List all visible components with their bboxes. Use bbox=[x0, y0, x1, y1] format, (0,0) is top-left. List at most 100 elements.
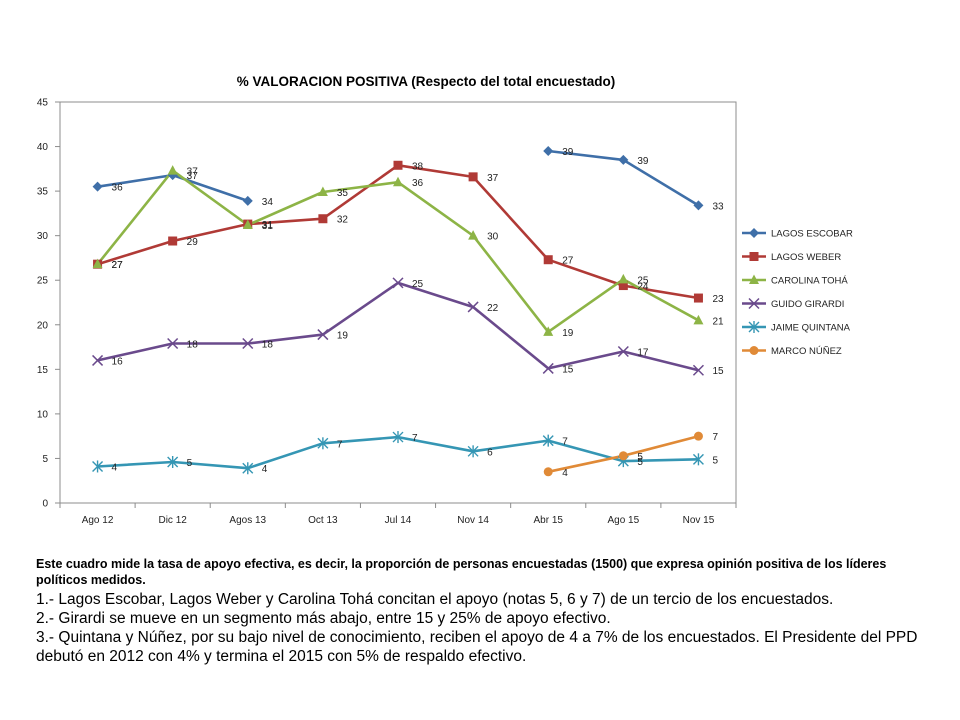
data-label-lagos-escobar: 39 bbox=[562, 147, 574, 158]
data-point-guido-girardi-stroke bbox=[317, 329, 329, 341]
legend-marker-marco-nunez bbox=[749, 346, 759, 355]
data-label-lagos-weber: 24 bbox=[637, 282, 649, 293]
data-label-lagos-weber: 23 bbox=[712, 294, 724, 305]
data-label-jaime-quintana: 6 bbox=[487, 447, 493, 458]
note-point-2: 2.- Girardi se mueve en un segmento más … bbox=[36, 610, 611, 627]
data-label-jaime-quintana: 4 bbox=[262, 464, 268, 475]
y-tick-label: 15 bbox=[37, 365, 49, 376]
data-label-jaime-quintana: 7 bbox=[412, 433, 418, 444]
data-point-carolina-toha bbox=[543, 326, 554, 336]
data-point-carolina-toha bbox=[693, 314, 704, 325]
data-point-guido-girardi bbox=[542, 362, 554, 374]
data-point-guido-girardi bbox=[617, 345, 629, 358]
data-label-lagos-escobar: 37 bbox=[187, 171, 199, 182]
x-tick-label: Nov 15 bbox=[683, 515, 715, 526]
data-point-lagos-escobar bbox=[543, 146, 554, 157]
data-label-lagos-weber: 37 bbox=[487, 173, 499, 184]
data-point-jaime-quintana bbox=[242, 462, 254, 475]
data-point-marco-nunez bbox=[618, 451, 628, 461]
notes-lead: Este cuadro mide la tasa de apoyo efecti… bbox=[36, 557, 887, 587]
plot-frame bbox=[59, 101, 737, 504]
data-label-guido-girardi: 16 bbox=[112, 356, 124, 367]
data-label-jaime-quintana: 7 bbox=[562, 437, 568, 448]
data-point-guido-girardi-stroke bbox=[242, 337, 254, 350]
data-point-carolina-toha bbox=[393, 176, 403, 187]
data-point-carolina-toha bbox=[618, 273, 629, 284]
data-label-guido-girardi: 19 bbox=[337, 331, 349, 342]
data-label-jaime-quintana: 5 bbox=[712, 455, 718, 466]
legend-label-jaime-quintana: JAIME QUINTANA bbox=[771, 323, 851, 334]
data-label-carolina-toha: 30 bbox=[487, 232, 499, 243]
data-point-guido-girardi bbox=[242, 337, 254, 350]
note-point-3: 3.- Quintana y Núñez, por su bajo nivel … bbox=[36, 629, 918, 665]
series-line-carolina-toha bbox=[96, 169, 700, 334]
data-label-carolina-toha: 21 bbox=[712, 316, 724, 327]
data-point-lagos-weber bbox=[168, 236, 178, 246]
data-point-guido-girardi-stroke bbox=[467, 301, 479, 313]
line-chart: % VALORACION POSITIVA (Respecto del tota… bbox=[37, 74, 853, 526]
x-tick-label: Jul 14 bbox=[385, 515, 412, 526]
data-point-marco-nunez bbox=[543, 467, 553, 477]
x-tick-label: Ago 15 bbox=[607, 515, 639, 526]
y-tick-label: 45 bbox=[37, 98, 49, 109]
data-point-guido-girardi-stroke bbox=[92, 354, 104, 366]
data-point-guido-girardi bbox=[167, 337, 179, 350]
data-label-lagos-weber: 38 bbox=[412, 161, 424, 172]
data-point-carolina-toha bbox=[242, 219, 253, 229]
data-label-lagos-weber: 32 bbox=[337, 215, 349, 226]
x-tick-label: Nov 14 bbox=[457, 515, 489, 526]
legend-label-lagos-escobar: LAGOS ESCOBAR bbox=[771, 229, 853, 240]
data-point-jaime-quintana bbox=[392, 431, 404, 444]
data-label-lagos-weber: 27 bbox=[112, 260, 124, 271]
data-point-guido-girardi bbox=[692, 364, 704, 376]
x-tick-label: Abr 15 bbox=[533, 515, 563, 526]
x-tick-label: Agos 13 bbox=[229, 515, 266, 526]
data-label-marco-nunez: 7 bbox=[712, 432, 718, 443]
data-label-jaime-quintana: 5 bbox=[637, 457, 643, 468]
data-point-jaime-quintana bbox=[467, 445, 479, 458]
data-label-lagos-escobar: 34 bbox=[262, 197, 274, 208]
y-tick-label: 40 bbox=[37, 142, 49, 153]
data-label-lagos-weber: 29 bbox=[187, 237, 199, 248]
legend-label-carolina-toha: CAROLINA TOHÁ bbox=[771, 276, 848, 287]
data-label-carolina-toha: 31 bbox=[262, 221, 274, 232]
data-point-jaime-quintana bbox=[317, 437, 329, 450]
y-tick-label: 20 bbox=[37, 320, 49, 331]
data-label-jaime-quintana: 4 bbox=[112, 462, 118, 473]
data-label-marco-nunez: 4 bbox=[562, 468, 568, 479]
data-label-guido-girardi: 22 bbox=[487, 303, 499, 314]
data-label-lagos-weber: 27 bbox=[562, 256, 574, 267]
legend-marker-jaime-quintana bbox=[748, 321, 760, 333]
y-tick-label: 25 bbox=[37, 276, 49, 287]
data-label-carolina-toha: 37 bbox=[187, 167, 199, 178]
data-label-marco-nunez: 5 bbox=[637, 452, 643, 463]
series-line-guido-girardi bbox=[97, 281, 699, 372]
legend-marker-guido-girardi bbox=[748, 297, 760, 310]
data-point-guido-girardi bbox=[392, 277, 404, 289]
data-point-lagos-weber bbox=[618, 281, 628, 291]
data-label-guido-girardi: 15 bbox=[712, 366, 724, 377]
data-label-lagos-weber: 31 bbox=[262, 220, 274, 231]
data-label-guido-girardi: 25 bbox=[412, 279, 424, 290]
data-point-marco-nunez bbox=[693, 431, 703, 441]
data-label-lagos-escobar: 33 bbox=[712, 201, 724, 212]
x-tick-label: Ago 12 bbox=[82, 515, 114, 526]
data-point-jaime-quintana bbox=[692, 453, 704, 466]
data-point-lagos-weber bbox=[393, 160, 403, 170]
data-point-lagos-weber bbox=[318, 214, 328, 224]
y-tick-label: 0 bbox=[42, 499, 48, 510]
notes-block: Este cuadro mide la tasa de apoyo efecti… bbox=[36, 556, 926, 666]
data-label-guido-girardi: 15 bbox=[562, 364, 574, 375]
data-label-guido-girardi: 18 bbox=[262, 339, 274, 350]
legend-label-lagos-weber: LAGOS WEBER bbox=[771, 252, 841, 263]
data-point-guido-girardi-stroke bbox=[692, 364, 704, 376]
data-point-lagos-escobar bbox=[693, 200, 704, 211]
data-point-lagos-escobar bbox=[92, 181, 103, 192]
data-point-guido-girardi-stroke bbox=[167, 337, 179, 350]
data-point-carolina-toha bbox=[167, 165, 178, 175]
y-tick-label: 35 bbox=[37, 187, 49, 198]
data-point-lagos-weber bbox=[543, 255, 553, 265]
legend-label-guido-girardi: GUIDO GIRARDI bbox=[771, 299, 844, 310]
legend-marker-carolina-toha bbox=[749, 274, 759, 284]
data-label-lagos-escobar: 39 bbox=[637, 156, 649, 167]
